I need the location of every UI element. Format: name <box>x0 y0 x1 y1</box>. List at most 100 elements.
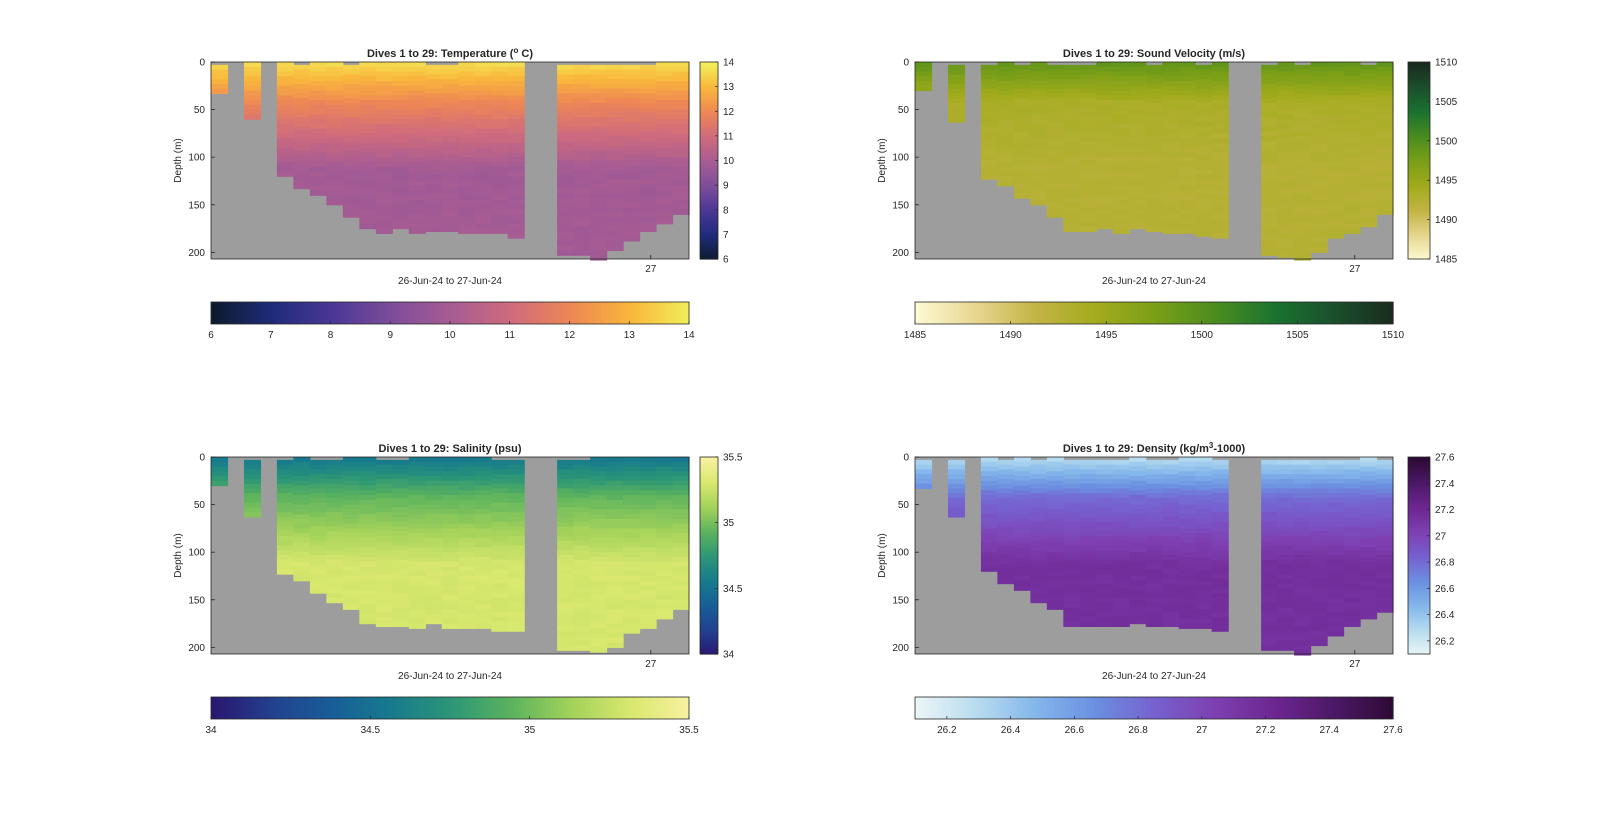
colorbar-swatch <box>366 302 371 324</box>
data-cell <box>1112 71 1130 77</box>
colorbar-swatch <box>1066 302 1071 324</box>
data-cell <box>1145 164 1163 171</box>
data-cell <box>1079 102 1097 109</box>
data-cell <box>1063 545 1081 551</box>
colorbar-swatch <box>1408 123 1430 127</box>
data-cell <box>491 200 509 206</box>
colorbar-tick-label: 12 <box>564 330 576 341</box>
data-cell <box>1145 98 1163 104</box>
data-cell <box>1343 185 1361 192</box>
data-cell <box>359 204 377 211</box>
data-cell <box>1343 535 1361 542</box>
data-cell <box>474 104 492 111</box>
data-cell <box>326 588 344 594</box>
data-cell <box>1376 483 1394 490</box>
data-cell <box>573 588 591 594</box>
data-cell <box>491 545 509 551</box>
data-cell <box>639 183 657 190</box>
colorbar-frame <box>914 696 1394 720</box>
data-cell <box>1030 469 1048 475</box>
data-cell <box>293 504 311 510</box>
data-cell <box>672 85 690 92</box>
data-cell <box>1162 195 1180 201</box>
data-cell <box>408 166 426 173</box>
data-cell <box>408 104 426 111</box>
data-cell <box>491 104 509 111</box>
data-cell <box>590 575 608 582</box>
data-cell <box>1145 616 1163 623</box>
data-cell <box>606 480 624 487</box>
colorbar-swatch <box>1408 207 1430 211</box>
colorbar-swatch <box>453 302 459 324</box>
data-cell <box>639 495 657 501</box>
data-cell <box>1343 559 1361 566</box>
data-cell <box>458 71 476 77</box>
data-cell <box>1327 531 1345 537</box>
colorbar-swatch <box>633 697 638 719</box>
data-cell <box>656 166 674 173</box>
data-cell <box>606 604 624 610</box>
data-cell <box>1360 193 1378 199</box>
data-cell <box>425 131 443 137</box>
colorbar-swatch <box>1408 231 1430 235</box>
data-cell <box>211 69 229 75</box>
data-cell <box>1129 81 1147 87</box>
data-cell <box>293 542 311 549</box>
data-cell <box>408 590 426 596</box>
data-cell <box>1343 464 1361 470</box>
data-cell <box>1145 155 1163 161</box>
data-cell <box>1277 502 1295 509</box>
data-cell <box>1360 490 1378 496</box>
data-cell <box>1195 202 1213 209</box>
data-cell <box>392 612 410 618</box>
data-cell <box>1343 133 1361 139</box>
colorbar-swatch <box>700 580 718 584</box>
data-cell <box>1310 497 1328 504</box>
data-cell <box>1129 509 1147 515</box>
data-cell <box>1376 583 1394 589</box>
data-cell <box>507 464 525 470</box>
colorbar-swatch <box>1408 204 1430 208</box>
data-cell <box>1063 155 1081 161</box>
colorbar-swatch <box>1237 697 1243 719</box>
data-cell <box>1112 157 1130 163</box>
colorbar-swatch <box>974 697 980 719</box>
data-cell <box>441 188 459 194</box>
data-cell <box>1277 583 1295 589</box>
data-cell <box>326 559 344 566</box>
colorbar-swatch <box>1408 543 1430 547</box>
data-cell <box>293 490 311 496</box>
data-cell <box>309 157 327 163</box>
data-cell <box>1211 100 1229 106</box>
data-cell <box>639 533 657 539</box>
data-cell <box>1261 526 1279 532</box>
data-cell <box>1030 483 1048 490</box>
data-cell <box>1096 578 1114 585</box>
data-cell <box>1294 459 1312 466</box>
colorbar-swatch <box>1408 192 1430 196</box>
data-cell <box>1145 574 1163 580</box>
colorbar-swatch <box>1408 466 1430 470</box>
data-cell <box>1343 214 1361 220</box>
colorbar-swatch <box>700 466 718 470</box>
data-cell <box>1294 621 1312 627</box>
data-cell <box>639 79 657 85</box>
data-cell <box>309 62 327 68</box>
data-cell <box>1162 76 1180 82</box>
colorbar-swatch <box>700 501 718 505</box>
colorbar-swatch <box>700 469 718 473</box>
data-cell <box>1112 502 1130 509</box>
data-cell <box>1327 119 1345 125</box>
data-cell <box>997 90 1015 96</box>
data-cell <box>491 507 509 513</box>
colorbar-swatch <box>330 697 336 719</box>
data-cell <box>1030 100 1048 106</box>
data-cell <box>1277 90 1295 96</box>
data-cell <box>606 575 624 582</box>
data-cell <box>474 533 492 539</box>
data-cell <box>947 112 966 118</box>
data-cell <box>623 523 641 529</box>
data-cell <box>947 478 966 485</box>
data-cell <box>441 117 459 123</box>
data-cell <box>1063 217 1081 223</box>
